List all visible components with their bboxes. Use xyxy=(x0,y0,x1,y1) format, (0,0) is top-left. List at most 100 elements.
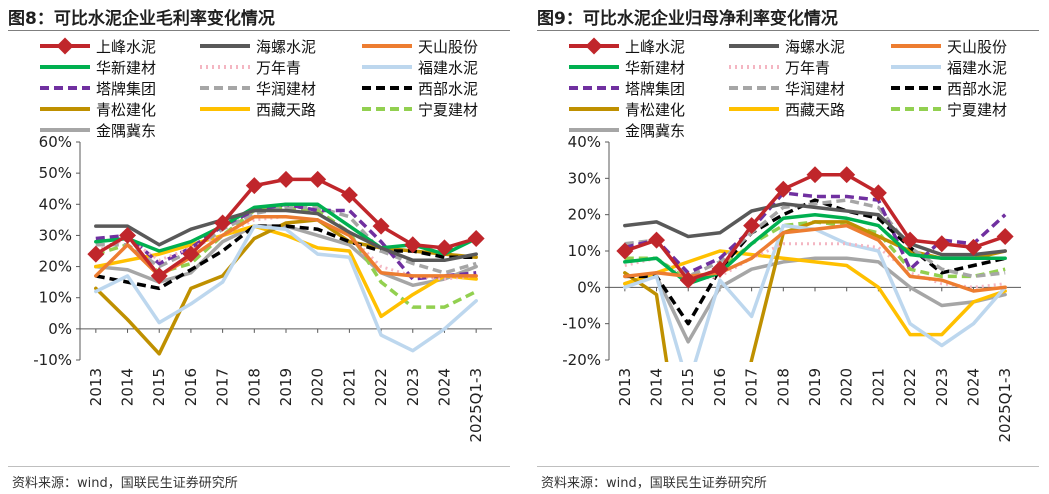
legend-item-5: 万年青 xyxy=(729,59,830,77)
data-point-marker xyxy=(214,214,232,232)
legend-label: 金隅冀东 xyxy=(625,122,685,140)
y-tick-label: -20% xyxy=(562,351,601,369)
x-tick-label: 2021 xyxy=(340,368,358,406)
legend-label: 金隅冀东 xyxy=(96,122,156,140)
series-line-9 xyxy=(624,198,1006,326)
legend-item-8: 华润建材 xyxy=(200,80,316,98)
legend-label: 上峰水泥 xyxy=(625,38,685,56)
data-point-marker xyxy=(150,267,168,285)
legend-label: 青松建化 xyxy=(625,101,685,119)
legend-item-6: 福建水泥 xyxy=(362,59,478,77)
source-divider xyxy=(537,466,1039,467)
x-tick-label: 2020 xyxy=(838,368,856,406)
x-tick-label: 2025Q1-3 xyxy=(996,368,1014,442)
legend-label: 西部水泥 xyxy=(947,80,1007,98)
data-point-marker xyxy=(404,236,422,254)
legend-label: 天山股份 xyxy=(947,38,1007,56)
legend-item-7: 塔牌集团 xyxy=(569,80,685,98)
y-tick-label: 0% xyxy=(577,278,601,296)
x-tick-label: 2017 xyxy=(214,368,232,406)
legend-item-10: 青松建化 xyxy=(569,101,685,119)
y-tick-label: 10% xyxy=(39,289,72,307)
legend-item-9: 西部水泥 xyxy=(891,80,1007,98)
series-line-8 xyxy=(95,205,477,275)
y-tick-label: 20% xyxy=(39,258,72,276)
data-point-marker xyxy=(806,166,824,184)
series-line-11 xyxy=(94,224,478,319)
data-point-marker xyxy=(996,227,1014,245)
legend-label: 上峰水泥 xyxy=(96,38,156,56)
legend-label: 华润建材 xyxy=(785,80,845,98)
chart-title: 图8：可比水泥企业毛利率变化情况 xyxy=(8,9,275,29)
legend-label: 福建水泥 xyxy=(947,59,1007,77)
legend-label: 万年青 xyxy=(785,59,830,77)
x-tick-label: 2021 xyxy=(869,368,887,406)
legend-label: 西藏天路 xyxy=(256,101,316,119)
legend-item-7: 塔牌集团 xyxy=(40,80,156,98)
x-tick-label: 2014 xyxy=(119,368,137,406)
data-point-marker xyxy=(838,166,856,184)
data-point-marker xyxy=(435,239,453,257)
y-tick-label: 40% xyxy=(568,133,601,151)
y-tick-label: 30% xyxy=(39,226,72,244)
legend-item-10: 青松建化 xyxy=(40,101,156,119)
legend-label: 华润建材 xyxy=(256,80,316,98)
legend-item-1: 上峰水泥 xyxy=(40,37,156,56)
legend-item-9: 西部水泥 xyxy=(362,80,478,98)
data-point-marker xyxy=(743,217,761,235)
data-point-marker xyxy=(964,238,982,256)
series-line-8 xyxy=(624,198,1006,279)
legend-label: 塔牌集团 xyxy=(96,80,156,98)
legend-item-13: 金隅冀东 xyxy=(40,122,156,140)
legend-label: 福建水泥 xyxy=(418,59,478,77)
source-divider xyxy=(8,466,510,467)
x-tick-label: 2024 xyxy=(435,368,453,406)
legend-label: 华新建材 xyxy=(625,59,685,77)
x-tick-label: 2016 xyxy=(182,368,200,406)
legend-item-5: 万年青 xyxy=(200,59,301,77)
x-tick-label: 2019 xyxy=(277,368,295,406)
data-point-marker xyxy=(933,235,951,253)
data-point-marker xyxy=(277,170,295,188)
chart-panel-gross-margin: 图8：可比水泥企业毛利率变化情况 上峰水泥 海螺水泥 天山股份 华新建材 万年青 福建水泥… xyxy=(0,0,520,494)
plot-area xyxy=(616,166,1014,362)
legend-item-12: 宁夏建材 xyxy=(891,101,1007,119)
series-line-6 xyxy=(94,224,478,353)
data-point-marker xyxy=(182,245,200,263)
legend-label: 万年青 xyxy=(256,59,301,77)
legend-item-11: 西藏天路 xyxy=(729,101,845,119)
y-tick-label: -10% xyxy=(33,351,72,369)
legend-item-3: 天山股份 xyxy=(891,38,1007,56)
chart-source: 资料来源：wind，国联民生证券研究所 xyxy=(541,476,767,491)
legend-label: 西藏天路 xyxy=(785,101,845,119)
x-tick-label: 2025Q1-3 xyxy=(467,368,485,442)
data-point-marker xyxy=(901,231,919,249)
y-tick-label: 0% xyxy=(48,320,72,338)
legend-item-6: 福建水泥 xyxy=(891,59,1007,77)
legend-label: 宁夏建材 xyxy=(418,101,478,119)
data-point-marker xyxy=(372,217,390,235)
chart-source: 资料来源：wind，国联民生证券研究所 xyxy=(12,476,238,491)
x-tick-label: 2015 xyxy=(150,368,168,406)
data-point-marker xyxy=(87,245,105,263)
x-tick-label: 2016 xyxy=(711,368,729,406)
chart-title: 图9：可比水泥企业归母净利率变化情况 xyxy=(537,9,838,29)
series-line-13 xyxy=(623,256,1007,344)
legend-label: 天山股份 xyxy=(418,38,478,56)
chart-panel-net-margin: 图9：可比水泥企业归母净利率变化情况 上峰水泥 海螺水泥 天山股份 华新建材 万年青 福建… xyxy=(529,0,1049,494)
series-line-5 xyxy=(95,215,477,281)
legend-item-1: 上峰水泥 xyxy=(569,37,685,56)
legend-label: 青松建化 xyxy=(96,101,156,119)
y-tick-label: 20% xyxy=(568,206,601,224)
y-tick-label: 10% xyxy=(568,242,601,260)
x-tick-label: 2022 xyxy=(901,368,919,406)
data-point-marker xyxy=(467,230,485,248)
data-point-marker xyxy=(309,170,327,188)
y-tick-label: 30% xyxy=(568,169,601,187)
x-tick-label: 2024 xyxy=(964,368,982,406)
x-tick-label: 2022 xyxy=(372,368,390,406)
title-divider xyxy=(8,30,510,31)
series-line-2 xyxy=(623,202,1007,257)
legend-item-11: 西藏天路 xyxy=(200,101,316,119)
legend-item-12: 宁夏建材 xyxy=(362,101,478,119)
